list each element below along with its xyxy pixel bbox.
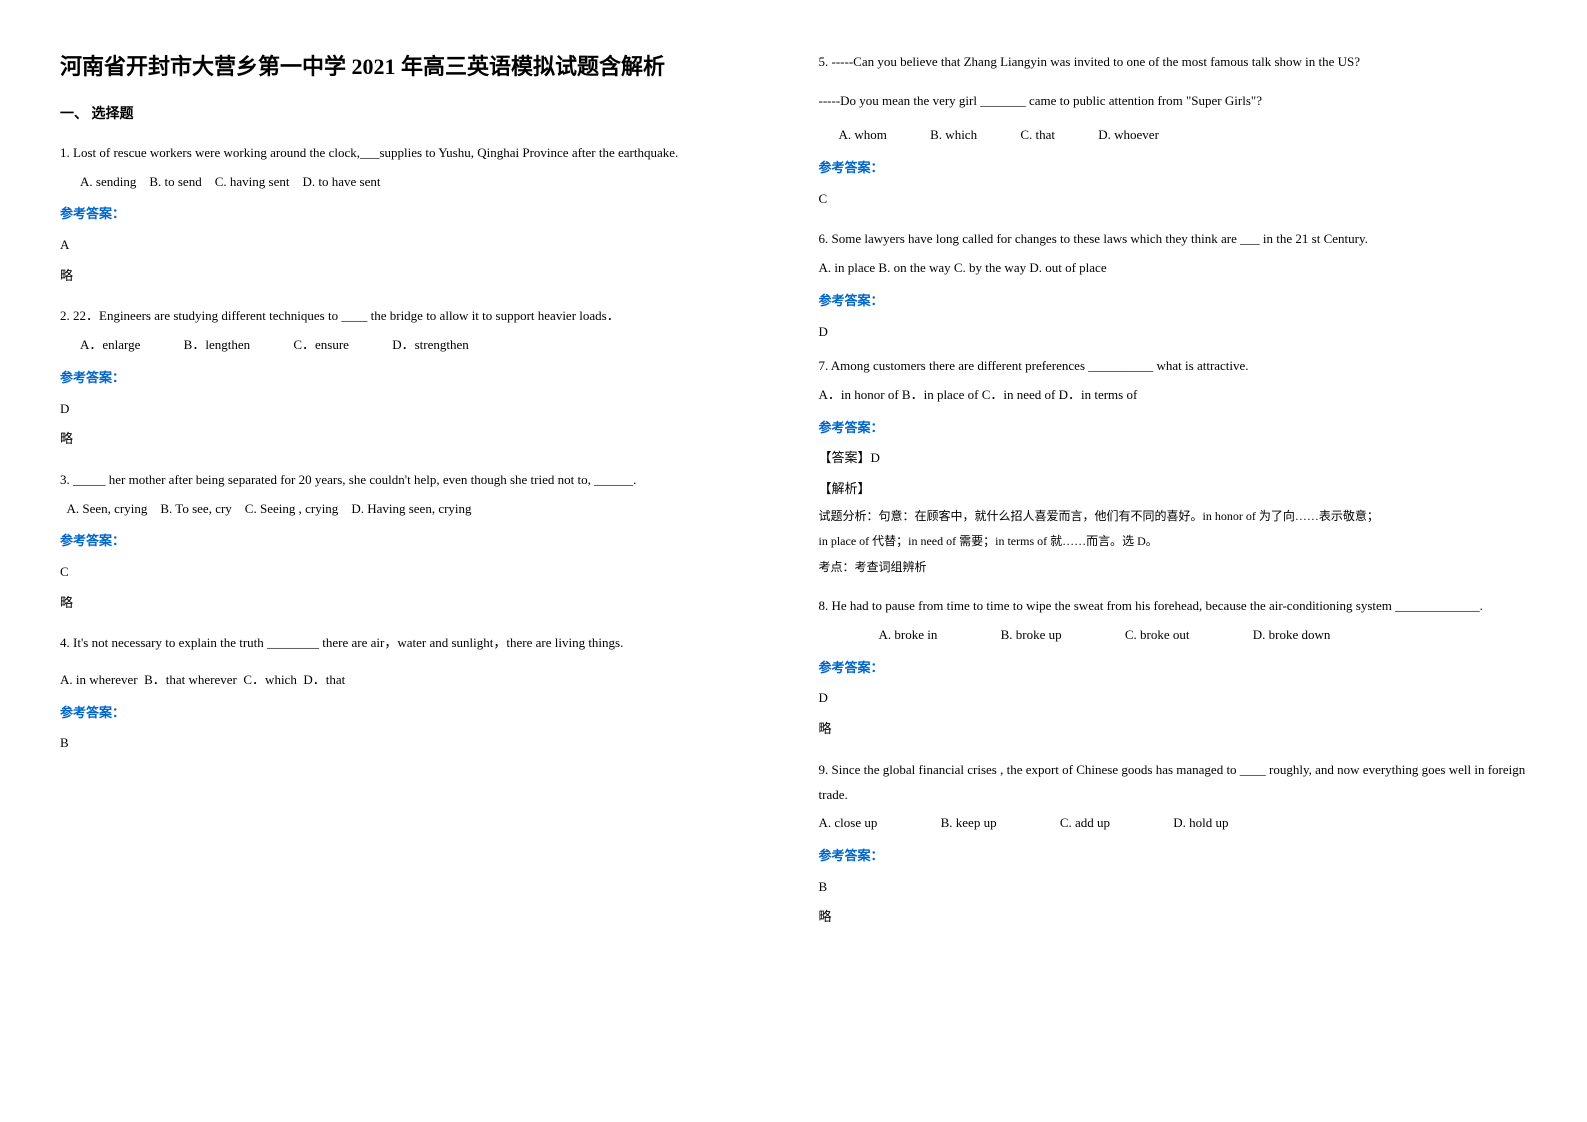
answer-label: 参考答案： <box>60 701 769 726</box>
answer-value: B <box>819 875 1528 900</box>
option-c: C．which <box>243 672 296 687</box>
document-title: 河南省开封市大营乡第一中学 2021 年高三英语模拟试题含解析 <box>60 50 769 83</box>
left-column: 河南省开封市大营乡第一中学 2021 年高三英语模拟试题含解析 一、 选择题 1… <box>60 50 769 946</box>
answer-label: 参考答案： <box>60 366 769 391</box>
answer-label: 参考答案： <box>819 416 1528 441</box>
answer-box-text: 【答案】 <box>819 450 871 465</box>
right-column: 5. -----Can you believe that Zhang Liang… <box>819 50 1528 946</box>
option-b: B. To see, cry <box>160 501 231 516</box>
answer-value: D <box>819 686 1528 711</box>
option-c: C. having sent <box>215 174 290 189</box>
question-3: 3. _____ her mother after being separate… <box>60 468 769 615</box>
option-b: B. broke up <box>1001 623 1062 648</box>
options: A．enlarge B．lengthen C．ensure D．strength… <box>60 333 769 358</box>
question-text-2: -----Do you mean the very girl _______ c… <box>819 89 1528 114</box>
option-a: A. whom <box>839 123 887 148</box>
answer-value: D <box>819 320 1528 345</box>
explanation-line-2: in place of 代替；in need of 需要；in terms of… <box>819 531 1528 553</box>
answer-label: 参考答案： <box>819 156 1528 181</box>
question-text-1: 5. -----Can you believe that Zhang Liang… <box>819 50 1528 75</box>
option-c: C. add up <box>1060 811 1110 836</box>
answer-box: 【答案】D <box>819 446 1528 471</box>
options: A. in wherever B．that wherever C．which D… <box>60 668 769 693</box>
question-text: 9. Since the global financial crises , t… <box>819 758 1528 807</box>
option-d: D. hold up <box>1173 811 1228 836</box>
question-text: 8. He had to pause from time to time to … <box>819 594 1528 619</box>
option-c: C. that <box>1020 123 1055 148</box>
option-c: C. broke out <box>1125 623 1190 648</box>
answer-label: 参考答案： <box>819 289 1528 314</box>
question-text: 6. Some lawyers have long called for cha… <box>819 227 1528 252</box>
question-6: 6. Some lawyers have long called for cha… <box>819 227 1528 344</box>
option-a: A. sending <box>80 174 136 189</box>
answer-value: C <box>60 560 769 585</box>
option-d: D. whoever <box>1098 123 1159 148</box>
question-text: 7. Among customers there are different p… <box>819 354 1528 379</box>
question-2: 2. 22．Engineers are studying different t… <box>60 304 769 451</box>
question-4: 4. It's not necessary to explain the tru… <box>60 631 769 756</box>
page-container: 河南省开封市大营乡第一中学 2021 年高三英语模拟试题含解析 一、 选择题 1… <box>60 50 1527 946</box>
options: A. broke in B. broke up C. broke out D. … <box>819 623 1528 648</box>
option-a: A. broke in <box>879 623 938 648</box>
options: A. sending B. to send C. having sent D. … <box>60 170 769 195</box>
options: A. in place B. on the way C. by the way … <box>819 256 1528 281</box>
option-b: B. keep up <box>941 811 997 836</box>
answer-note: 略 <box>60 427 769 452</box>
answer-label: 参考答案： <box>819 844 1528 869</box>
explain-box: 【解析】 <box>819 477 1528 502</box>
question-9: 9. Since the global financial crises , t… <box>819 758 1528 930</box>
answer-value: C <box>819 187 1528 212</box>
option-d: D. Having seen, crying <box>351 501 471 516</box>
answer-label: 参考答案： <box>60 202 769 227</box>
answer-note: 略 <box>60 591 769 616</box>
question-text: 4. It's not necessary to explain the tru… <box>60 631 769 656</box>
option-c: C．ensure <box>293 333 349 358</box>
question-7: 7. Among customers there are different p… <box>819 354 1528 578</box>
option-a: A. close up <box>819 811 878 836</box>
question-1: 1. Lost of rescue workers were working a… <box>60 141 769 288</box>
option-b: B．that wherever <box>144 672 237 687</box>
option-b: B. to send <box>149 174 201 189</box>
option-d: D．that <box>303 672 345 687</box>
option-a: A．enlarge <box>80 333 140 358</box>
answer-value: A <box>60 233 769 258</box>
options: A. Seen, crying B. To see, cry C. Seeing… <box>60 497 769 522</box>
option-c: C. Seeing , crying <box>245 501 339 516</box>
question-text: 1. Lost of rescue workers were working a… <box>60 141 769 166</box>
option-d: D. to have sent <box>302 174 380 189</box>
answer-note: 略 <box>819 905 1528 930</box>
options: A. whom B. which C. that D. whoever <box>819 123 1528 148</box>
question-text: 2. 22．Engineers are studying different t… <box>60 304 769 329</box>
options: A. close up B. keep up C. add up D. hold… <box>819 811 1528 836</box>
options: A．in honor of B．in place of C．in need of… <box>819 383 1528 408</box>
option-b: B. which <box>930 123 977 148</box>
explanation-line-1: 试题分析：句意：在顾客中，就什么招人喜爱而言，他们有不同的喜好。in honor… <box>819 506 1528 528</box>
answer-box-value: D <box>871 450 880 465</box>
option-d: D．strengthen <box>392 333 469 358</box>
question-text: 3. _____ her mother after being separate… <box>60 468 769 493</box>
option-a: A. Seen, crying <box>67 501 148 516</box>
answer-value: B <box>60 731 769 756</box>
explanation-line-3: 考点：考查词组辨析 <box>819 557 1528 579</box>
option-a: A. in wherever <box>60 672 138 687</box>
answer-label: 参考答案： <box>819 656 1528 681</box>
answer-label: 参考答案： <box>60 529 769 554</box>
option-b: B．lengthen <box>184 333 250 358</box>
answer-note: 略 <box>60 264 769 289</box>
question-5: 5. -----Can you believe that Zhang Liang… <box>819 50 1528 211</box>
answer-value: D <box>60 397 769 422</box>
option-d: D. broke down <box>1253 623 1331 648</box>
question-8: 8. He had to pause from time to time to … <box>819 594 1528 741</box>
section-heading: 一、 选择题 <box>60 103 769 123</box>
answer-note: 略 <box>819 717 1528 742</box>
